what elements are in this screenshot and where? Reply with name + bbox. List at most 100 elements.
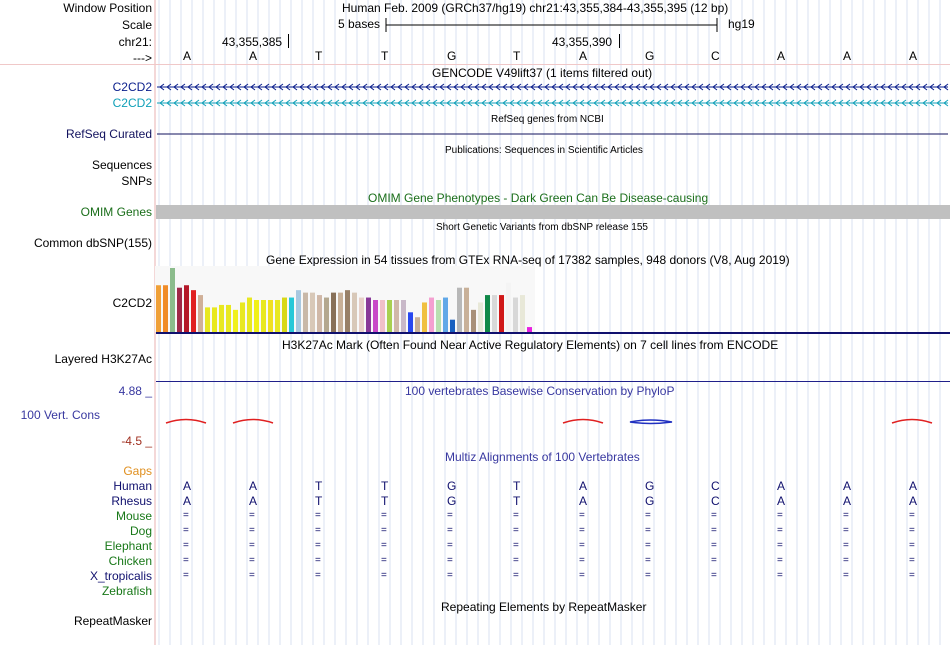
refseq-title[interactable]: RefSeq genes from NCBI [491,114,604,125]
multiz-cell: A [843,494,852,508]
multiz-cell: = [249,540,255,551]
gtex-bar-chart[interactable] [155,266,535,332]
gtex-label[interactable]: C2CD2 [112,296,152,310]
scale-value: 5 bases [338,17,381,31]
multiz-cell: A [777,479,786,493]
gtex-bar [310,292,315,332]
base-letter: A [249,49,258,63]
publications-sequences-label[interactable]: Sequences [91,158,152,172]
multiz-cell: C [711,494,720,508]
multiz-gaps-label[interactable]: Gaps [123,464,152,478]
multiz-cell: A [249,479,258,493]
multiz-cell: G [645,479,655,493]
multiz-cell: = [645,555,651,566]
multiz-cell: = [183,525,189,536]
multiz-cell: A [909,494,918,508]
base-letter: G [645,49,655,63]
base-letter: T [315,49,323,63]
omim-title[interactable]: OMIM Gene Phenotypes - Dark Green Can Be… [368,191,709,205]
gencode-gene-track-2 [157,99,949,107]
gtex-bar [324,297,329,332]
multiz-cell: = [711,555,717,566]
omim-gene-bar[interactable] [156,205,950,219]
dbsnp-title[interactable]: Short Genetic Variants from dbSNP releas… [436,222,648,233]
refseq-label[interactable]: RefSeq Curated [65,127,152,141]
gencode-title[interactable]: GENCODE V49lift37 (1 items filtered out) [432,66,653,80]
multiz-cell: A [579,479,588,493]
multiz-cell: = [183,555,189,566]
conservation-label[interactable]: 100 Vert. Cons [20,408,100,422]
multiz-cell: = [447,510,453,521]
gtex-bar [331,292,336,332]
multiz-species-label[interactable]: Rhesus [111,494,152,508]
gtex-bar [527,327,532,332]
multiz-cell: = [843,570,849,581]
multiz-cell: = [711,525,717,536]
multiz-cell: = [843,525,849,536]
scale-bar [385,18,718,32]
repeatmasker-label[interactable]: RepeatMasker [73,614,152,628]
multiz-cell: = [579,525,585,536]
base-letter: A [183,49,192,63]
multiz-cell: = [711,540,717,551]
gencode-gene-track-1 [157,83,949,91]
gtex-bar [492,295,497,332]
gtex-bar [506,282,511,332]
multiz-cell: = [315,525,321,536]
multiz-cell: = [249,555,255,566]
multiz-species-label[interactable]: Zebrafish [101,584,152,598]
omim-label[interactable]: OMIM Genes [80,205,152,219]
multiz-cell: = [909,525,915,536]
conservation-ymax: 4.88 _ [118,384,152,398]
multiz-cell: = [843,555,849,566]
gencode-label-2[interactable]: C2CD2 [112,96,152,110]
multiz-species-label[interactable]: Mouse [115,509,152,523]
multiz-cell: = [513,570,519,581]
multiz-title[interactable]: Multiz Alignments of 100 Vertebrates [445,450,640,464]
h3k27ac-label[interactable]: Layered H3K27Ac [54,352,152,366]
scale-label: Scale [121,18,152,32]
multiz-cell: = [843,510,849,521]
gtex-bar [317,295,322,332]
multiz-cell: = [645,510,651,521]
strand-label: ---> [133,51,152,65]
multiz-species-label[interactable]: Human [113,479,152,493]
publications-title[interactable]: Publications: Sequences in Scientific Ar… [445,145,643,156]
publications-snps-label[interactable]: SNPs [121,174,152,188]
multiz-cell: = [777,540,783,551]
base-letter: A [909,49,918,63]
conservation-plot[interactable] [156,410,950,430]
multiz-cell: = [579,540,585,551]
multiz-species-label[interactable]: Elephant [104,539,152,553]
gtex-bar [296,290,301,332]
gtex-bar [198,295,203,332]
dbsnp-label[interactable]: Common dbSNP(155) [33,236,152,250]
base-letter: T [513,49,521,63]
gtex-bar [450,319,455,332]
multiz-cell: = [513,510,519,521]
multiz-species-label[interactable]: Chicken [108,554,152,568]
multiz-cell: = [315,540,321,551]
repeatmasker-title[interactable]: Repeating Elements by RepeatMasker [441,600,647,614]
multiz-cell: = [183,510,189,521]
multiz-cell: = [249,510,255,521]
conservation-title[interactable]: 100 vertebrates Basewise Conservation by… [405,384,675,398]
gtex-bar [303,292,308,332]
gtex-bar [289,297,294,332]
multiz-cell: = [249,525,255,536]
multiz-species-label[interactable]: Dog [129,524,152,538]
multiz-cell: = [315,570,321,581]
scale-assembly: hg19 [728,17,755,31]
gtex-bar [275,300,280,332]
h3k27ac-title[interactable]: H3K27Ac Mark (Often Found Near Active Re… [282,338,779,352]
conservation-dip [629,419,673,425]
gencode-label-1[interactable]: C2CD2 [112,80,152,94]
h3k27ac-baseline [156,381,950,382]
multiz-cell: = [381,570,387,581]
gtex-title[interactable]: Gene Expression in 54 tissues from GTEx … [266,253,790,267]
gtex-bar [233,309,238,332]
coord-label-1: 43,355,385 [222,35,283,49]
multiz-species-label[interactable]: X_tropicalis [89,569,152,583]
multiz-cell: A [579,494,588,508]
